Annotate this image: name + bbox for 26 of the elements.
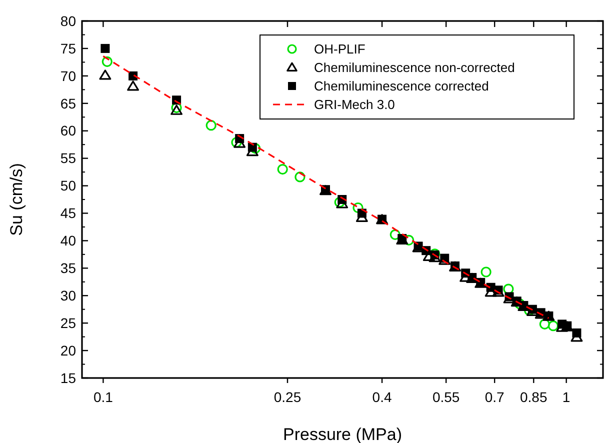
y-tick-label: 70 bbox=[60, 68, 76, 84]
y-tick-label: 45 bbox=[60, 205, 76, 222]
x-tick-label: 0.4 bbox=[372, 389, 392, 405]
y-tick-label: 30 bbox=[60, 288, 76, 304]
y-tick-label: 20 bbox=[60, 342, 76, 358]
y-tick-label: 50 bbox=[60, 178, 76, 194]
x-tick-label: 0.25 bbox=[274, 389, 302, 405]
x-tick-label: 0.55 bbox=[432, 389, 460, 405]
x-tick-label: 1 bbox=[562, 389, 570, 405]
legend-label: GRI-Mech 3.0 bbox=[314, 97, 395, 112]
y-tick-label: 75 bbox=[60, 40, 76, 56]
y-tick-label: 35 bbox=[60, 260, 76, 276]
y-tick-label: 55 bbox=[60, 150, 76, 166]
legend-label: Chemiluminescence non-corrected bbox=[314, 60, 515, 76]
y-axis-title: Su (cm/s) bbox=[7, 163, 26, 236]
y-tick-label: 65 bbox=[60, 95, 76, 112]
legend-label: Chemiluminescence corrected bbox=[314, 78, 489, 94]
x-tick-label: 0.85 bbox=[520, 389, 548, 405]
y-tick-label: 25 bbox=[60, 314, 76, 331]
x-tick-label: 0.1 bbox=[93, 389, 114, 405]
y-tick-label: 80 bbox=[60, 12, 76, 29]
y-tick-label: 40 bbox=[60, 232, 76, 249]
y-tick-label: 60 bbox=[60, 122, 76, 139]
y-tick-label: 15 bbox=[60, 370, 76, 386]
x-tick-label: 0.7 bbox=[484, 389, 505, 405]
legend-label: OH-PLIF bbox=[314, 42, 366, 57]
